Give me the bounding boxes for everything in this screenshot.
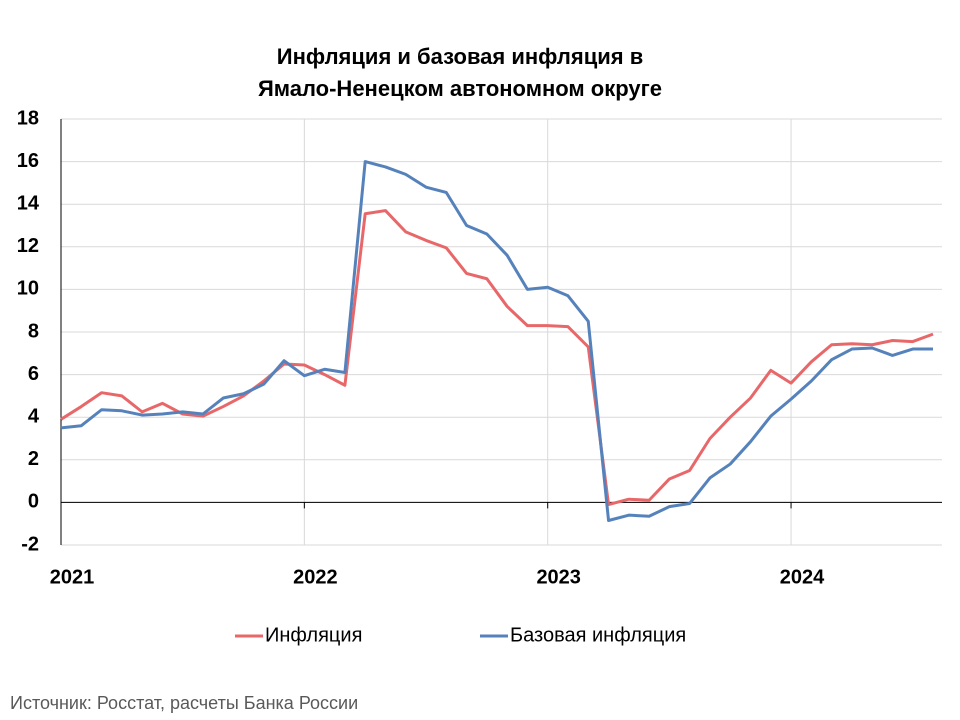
y-tick-label: 4 <box>28 405 40 427</box>
chart-title: Ямало-Ненецком автономном округе <box>258 76 662 101</box>
legend-label: Базовая инфляция <box>510 624 686 646</box>
y-tick-label: -2 <box>21 533 39 555</box>
y-tick-label: 8 <box>28 320 39 342</box>
y-tick-label: 0 <box>28 491 39 513</box>
x-tick-label: 2021 <box>50 566 95 588</box>
source-note: Источник: Росстат, расчеты Банка России <box>10 693 358 713</box>
y-tick-label: 18 <box>17 107 39 129</box>
chart-title: Инфляция и базовая инфляция в <box>277 44 643 69</box>
y-tick-label: 10 <box>17 278 39 300</box>
legend-label: Инфляция <box>265 624 362 646</box>
y-tick-label: 16 <box>17 150 39 172</box>
series-line <box>60 209 934 507</box>
y-tick-label: 12 <box>17 235 39 257</box>
y-tick-label: 6 <box>28 363 39 385</box>
x-tick-label: 2023 <box>536 566 581 588</box>
y-tick-label: 2 <box>28 448 39 470</box>
x-tick-label: 2022 <box>293 566 338 588</box>
x-tick-label: 2024 <box>780 566 825 588</box>
series-line <box>60 160 933 523</box>
y-tick-label: 14 <box>17 192 40 214</box>
